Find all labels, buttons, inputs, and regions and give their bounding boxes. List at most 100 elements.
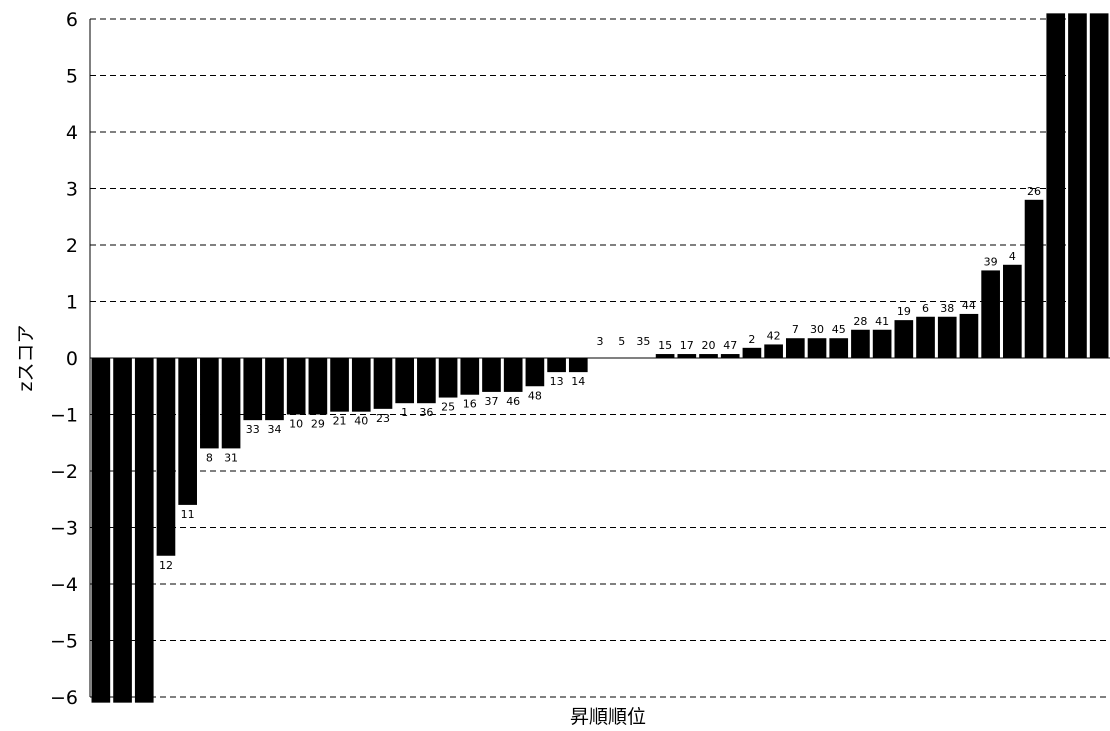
- data-label: 47: [723, 339, 737, 352]
- data-label: 7: [792, 323, 799, 336]
- bar: [1089, 13, 1109, 358]
- bar: [91, 358, 111, 703]
- bar: [373, 358, 393, 409]
- bar: [265, 358, 284, 421]
- y-tick-label: 4: [66, 122, 78, 144]
- bar: [395, 358, 415, 404]
- data-label: 30: [810, 323, 824, 336]
- bar: [894, 320, 914, 358]
- data-label: 29: [311, 418, 325, 431]
- data-label: 41: [875, 315, 889, 328]
- data-label: 20: [702, 339, 716, 352]
- data-label: 28: [853, 315, 867, 328]
- data-label: 42: [767, 329, 781, 342]
- bars: [91, 13, 1109, 703]
- y-tick-label: 0: [66, 348, 78, 370]
- data-label: 6: [922, 302, 929, 315]
- bar: [959, 313, 979, 358]
- bar: [568, 358, 588, 373]
- bar: [720, 354, 740, 358]
- bar: [308, 358, 328, 415]
- data-label: 5: [618, 335, 625, 348]
- bar: [286, 358, 306, 415]
- data-label: 19: [897, 305, 911, 318]
- bar: [525, 358, 545, 387]
- bar: [200, 358, 219, 449]
- data-label: 11: [181, 508, 195, 521]
- data-label: 46: [506, 395, 520, 408]
- data-label: 1: [401, 406, 408, 419]
- data-label: 25: [441, 401, 455, 414]
- data-label: 13: [550, 375, 564, 388]
- y-tick-label: −1: [50, 405, 78, 427]
- data-label: 4: [1009, 250, 1016, 263]
- bar: [134, 358, 154, 703]
- y-tick-label: −5: [50, 631, 78, 653]
- bar: [785, 338, 805, 358]
- data-label: 21: [333, 415, 347, 428]
- bar: [829, 338, 849, 358]
- bar: [503, 358, 523, 392]
- bar: [156, 358, 176, 556]
- data-label: 3: [597, 335, 604, 348]
- bar: [872, 329, 892, 358]
- data-label: 17: [680, 339, 694, 352]
- bar: [460, 358, 480, 395]
- bar: [1068, 13, 1087, 358]
- bar: [742, 347, 762, 358]
- y-tick-labels: 6 5 4 3 2 1 0 −1 −2 −3 −4 −5 −6: [50, 9, 78, 709]
- data-label: 16: [463, 398, 477, 411]
- data-label: 40: [354, 415, 368, 428]
- bar: [113, 358, 132, 703]
- y-tick-label: −2: [50, 461, 78, 483]
- data-label: 2: [748, 333, 755, 346]
- bar: [655, 354, 675, 358]
- y-tick-label: −3: [50, 518, 78, 540]
- y-axis-title: zスコア: [15, 325, 37, 392]
- bar: [243, 358, 263, 421]
- bar: [178, 358, 197, 505]
- bar: [221, 358, 241, 449]
- y-tick-label: 2: [66, 235, 78, 257]
- data-label: 10: [289, 418, 303, 431]
- bar: [764, 344, 783, 358]
- bar: [851, 329, 870, 358]
- data-label: 26: [1027, 185, 1041, 198]
- bar: [1046, 13, 1066, 358]
- bar: [981, 270, 1000, 358]
- y-tick-label: 1: [66, 292, 78, 314]
- y-tick-label: 3: [66, 179, 78, 201]
- data-label: 31: [224, 451, 238, 464]
- bar: [330, 358, 349, 412]
- y-tick-label: 6: [66, 9, 78, 31]
- data-label: 39: [984, 255, 998, 268]
- bar: [438, 358, 458, 398]
- bar: [807, 338, 827, 358]
- data-label: 34: [267, 423, 281, 436]
- data-label: 44: [962, 299, 976, 312]
- bar: [1024, 199, 1044, 358]
- data-label: 38: [940, 302, 954, 315]
- bar: [351, 358, 371, 412]
- bar: [482, 358, 501, 392]
- grid-lines: [90, 18, 1110, 698]
- data-label: 33: [246, 423, 260, 436]
- bar: [916, 316, 935, 358]
- data-label: 12: [159, 559, 173, 572]
- bar: [699, 354, 718, 358]
- data-label: 8: [206, 451, 213, 464]
- data-label: 35: [636, 335, 650, 348]
- y-tick-label: −4: [50, 574, 78, 596]
- data-label: 23: [376, 412, 390, 425]
- bar: [677, 354, 697, 358]
- data-label: 37: [484, 395, 498, 408]
- y-tick-label: −6: [50, 687, 78, 709]
- data-label: 45: [832, 323, 846, 336]
- bar: [1003, 264, 1022, 358]
- y-tick-label: 5: [66, 66, 78, 88]
- bar: [547, 358, 566, 373]
- data-label: 15: [658, 339, 672, 352]
- data-label: 14: [571, 375, 585, 388]
